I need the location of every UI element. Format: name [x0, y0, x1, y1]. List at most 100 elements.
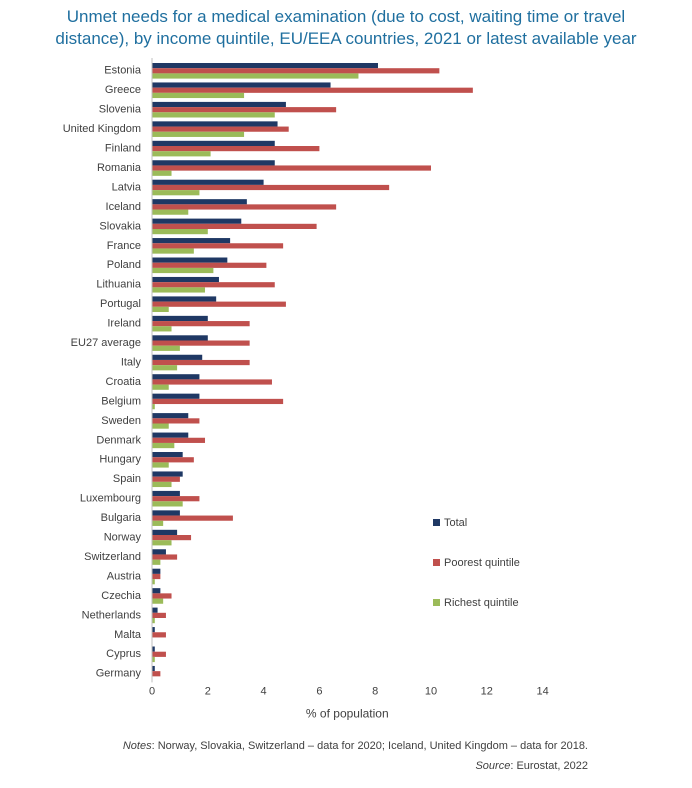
bar-richest-quintile	[152, 267, 214, 274]
bar-richest-quintile	[152, 209, 189, 215]
y-tick-label: Denmark	[96, 434, 141, 446]
bar-total	[152, 665, 155, 672]
y-tick-label: Romania	[97, 162, 142, 174]
source-text: : Eurostat, 2022	[510, 760, 588, 772]
y-tick-label: Lithuania	[96, 279, 142, 291]
legend-label: Richest quintile	[444, 597, 519, 609]
bar-poorest-quintile	[152, 554, 178, 560]
bar-poorest-quintile	[152, 379, 272, 385]
bar-poorest-quintile	[152, 184, 390, 191]
chart-notes: Notes: Norway, Slovakia, Switzerland – d…	[123, 740, 588, 752]
y-tick-label: Austria	[107, 570, 142, 582]
bar-richest-quintile	[152, 229, 208, 235]
y-tick-label: EU27 average	[71, 337, 141, 349]
y-tick-label: Slovenia	[99, 104, 142, 116]
bar-richest-quintile	[152, 345, 180, 351]
bar-total	[152, 490, 180, 497]
bar-total	[152, 529, 178, 535]
y-tick-label: Iceland	[106, 201, 141, 213]
y-tick-label: Italy	[121, 356, 142, 368]
bar-total	[152, 452, 183, 458]
bar-poorest-quintile	[152, 671, 161, 677]
bar-richest-quintile	[152, 442, 175, 449]
source-label: Source	[475, 760, 511, 772]
bar-poorest-quintile	[152, 457, 194, 463]
bar-total	[152, 257, 228, 263]
bar-total	[152, 238, 231, 244]
y-tick-label: Norway	[104, 532, 142, 544]
bar-richest-quintile	[152, 384, 169, 390]
bar-poorest-quintile	[152, 204, 337, 210]
bar-richest-quintile	[152, 559, 161, 565]
legend-swatch	[433, 519, 440, 526]
bar-poorest-quintile	[152, 165, 431, 171]
bar-total	[152, 510, 180, 516]
bar-poorest-quintile	[152, 126, 289, 132]
bar-total	[152, 101, 286, 108]
bar-poorest-quintile	[152, 321, 250, 327]
bar-poorest-quintile	[152, 262, 267, 268]
bar-poorest-quintile	[152, 476, 180, 482]
chart-title-line-2: distance), by income quintile, EU/EEA co…	[55, 29, 637, 48]
x-tick-label: 0	[149, 685, 155, 697]
bar-richest-quintile	[152, 73, 359, 79]
bar-poorest-quintile	[152, 612, 166, 618]
y-tick-label: Greece	[105, 84, 141, 96]
chart-title-line-1: Unmet needs for a medical examination (d…	[66, 7, 626, 26]
bar-poorest-quintile	[152, 437, 206, 443]
y-tick-label: Estonia	[104, 65, 142, 77]
bar-richest-quintile	[152, 131, 245, 137]
bar-poorest-quintile	[152, 146, 320, 152]
y-tick-label: Poland	[107, 259, 141, 271]
bar-richest-quintile	[152, 618, 155, 624]
bar-poorest-quintile	[152, 223, 317, 229]
bar-richest-quintile	[152, 404, 155, 410]
bar-richest-quintile	[152, 306, 169, 312]
y-tick-label: Netherlands	[82, 609, 142, 621]
bar-poorest-quintile	[152, 573, 161, 580]
bar-total	[152, 568, 161, 574]
bar-total	[152, 63, 378, 69]
x-tick-label: 14	[536, 685, 548, 697]
legend-label: Total	[444, 517, 467, 529]
y-tick-label: Czechia	[101, 590, 142, 602]
bar-poorest-quintile	[152, 418, 200, 424]
y-tick-label: Bulgaria	[101, 512, 142, 524]
bar-total	[152, 218, 242, 224]
y-tick-label: France	[107, 240, 141, 252]
y-tick-label: Hungary	[99, 454, 141, 466]
bar-poorest-quintile	[152, 398, 284, 405]
bar-total	[152, 179, 264, 185]
bar-richest-quintile	[152, 540, 172, 546]
bar-poorest-quintile	[152, 593, 172, 599]
y-tick-label: Croatia	[106, 376, 142, 388]
legend-swatch	[433, 599, 440, 606]
bar-total	[152, 607, 158, 613]
bar-total	[152, 374, 200, 380]
bar-poorest-quintile	[152, 535, 192, 541]
bar-poorest-quintile	[152, 632, 166, 638]
x-tick-label: 8	[372, 685, 378, 697]
bar-total	[152, 296, 217, 302]
y-tick-label: Ireland	[107, 318, 141, 330]
y-tick-label: Luxembourg	[80, 493, 141, 505]
y-tick-label: Cyprus	[106, 648, 141, 660]
bar-richest-quintile	[152, 190, 200, 196]
bar-total	[152, 140, 275, 146]
bar-total	[152, 335, 208, 341]
bar-poorest-quintile	[152, 87, 473, 93]
bar-total	[152, 471, 183, 477]
bar-total	[152, 276, 219, 283]
bar-total	[152, 354, 203, 360]
bar-total	[152, 82, 331, 88]
bar-richest-quintile	[152, 579, 155, 585]
x-tick-label: 12	[481, 685, 493, 697]
bar-total	[152, 646, 155, 652]
y-tick-label: Finland	[105, 143, 141, 155]
notes-text: : Norway, Slovakia, Switzerland – data f…	[151, 740, 588, 752]
bar-poorest-quintile	[152, 68, 440, 74]
bar-richest-quintile	[152, 598, 164, 604]
y-tick-label: Switzerland	[84, 551, 141, 563]
bar-poorest-quintile	[152, 340, 250, 346]
